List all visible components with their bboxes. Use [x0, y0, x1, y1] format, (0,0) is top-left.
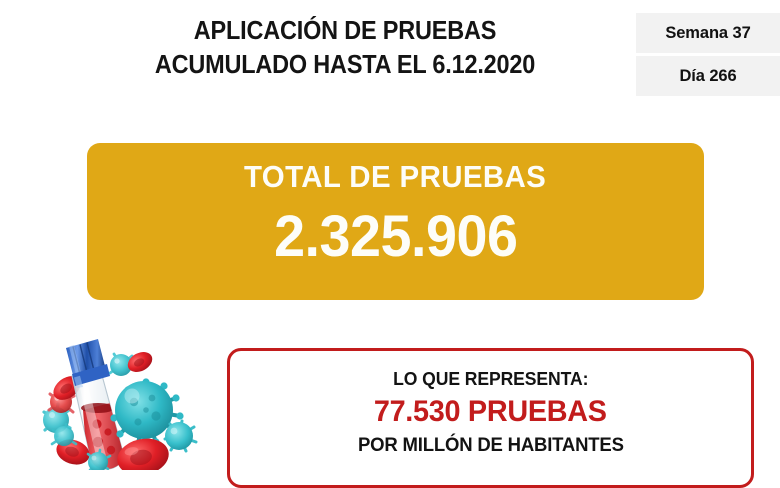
test-tube-cap: [66, 339, 110, 388]
page-title: APLICACIÓN DE PRUEBAS ACUMULADO HASTA EL…: [60, 14, 630, 82]
test-tube-virus-illustration: [28, 332, 200, 470]
virus-particle-right-small: [163, 419, 198, 453]
virus-particle-upper-right: [108, 352, 137, 376]
virus-particle-mid-left: [50, 422, 78, 446]
total-tests-banner: TOTAL DE PRUEBAS 2.325.906: [87, 143, 704, 300]
badge-day: Día 266: [636, 56, 780, 96]
total-tests-value: 2.325.906: [273, 204, 518, 269]
virus-particle-bottom-left: [86, 448, 112, 470]
blood-cell-bottom: [117, 438, 169, 470]
page-title-line-1: APLICACIÓN DE PRUEBAS: [193, 17, 497, 45]
total-tests-label: TOTAL DE PRUEBAS: [244, 159, 547, 194]
virus-testtube-icon: [42, 339, 198, 470]
tests-per-million-unit: POR MILLÓN DE HABITANTES: [357, 434, 624, 456]
badge-divider: [636, 53, 780, 56]
blood-cell-upper-right: [127, 351, 153, 373]
header-badge-group: Semana 37 Día 266: [636, 13, 780, 96]
badge-week: Semana 37: [636, 13, 780, 53]
page-title-line-2: ACUMULADO HASTA EL 6.12.2020: [154, 51, 536, 79]
tests-per-million-value: 77.530 PRUEBAS: [374, 395, 607, 428]
tests-per-million-label: LO QUE REPRESENTA:: [392, 368, 589, 389]
tests-per-million-box: LO QUE REPRESENTA: 77.530 PRUEBAS POR MI…: [227, 348, 754, 488]
